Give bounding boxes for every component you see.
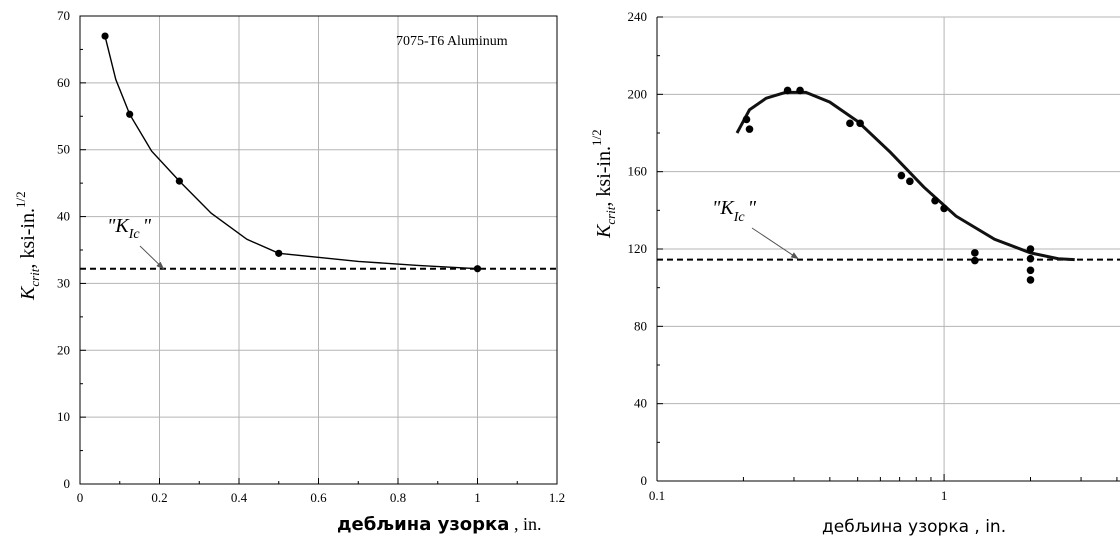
left-y-tick-label: 40 xyxy=(57,209,70,224)
right-y-tick-label: 160 xyxy=(628,164,648,179)
left-annotation: 7075-T6 Aluminum xyxy=(396,34,508,49)
chart-left-thickness-aluminum: 0 0.2 0.4 0.6 0.8 1 1.2 0 10 20 30 40 50 60 70 "KIc " 7… xyxy=(13,8,565,535)
right-data-point xyxy=(783,86,792,95)
left-y-axis-label: Kcrit, ksi-in.1/2 xyxy=(13,191,42,301)
right-x-tick-label: 0.1 xyxy=(649,488,665,503)
right-data-point xyxy=(796,86,804,95)
right-data-point xyxy=(971,249,979,257)
left-fit-curve xyxy=(104,35,478,270)
right-y-tick-label: 240 xyxy=(628,9,648,24)
left-data-point xyxy=(275,249,283,257)
left-y-tick-label: 60 xyxy=(57,75,70,90)
left-y-tick-label: 70 xyxy=(57,8,70,23)
left-x-tick-label: 0.8 xyxy=(390,490,406,505)
left-data-point xyxy=(473,265,482,273)
left-x-tick-label: 0.4 xyxy=(231,490,248,505)
left-data-point xyxy=(175,177,183,185)
chart-right-thickness-log: 0 40 80 120 160 200 240 0.1 1 "KIc " Kcrit, ksi-i… xyxy=(589,9,1120,537)
left-y-tick-label: 20 xyxy=(57,342,70,357)
right-y-tick-label: 80 xyxy=(634,318,647,333)
right-kic-label: "KIc " xyxy=(712,197,757,225)
right-data-point xyxy=(856,119,864,128)
right-y-tick-label: 120 xyxy=(628,241,648,256)
left-kic-arrow xyxy=(139,245,165,270)
right-data-point xyxy=(1026,245,1035,253)
right-data-point xyxy=(1026,254,1035,263)
right-data-point xyxy=(931,196,939,205)
right-data-point xyxy=(742,115,751,124)
right-x-tick-label: 1 xyxy=(941,488,948,503)
right-data-point xyxy=(1026,276,1035,284)
left-x-tick-label: 1 xyxy=(474,490,481,505)
right-data-point xyxy=(940,204,948,213)
right-y-axis-label: Kcrit, ksi-in.1/2 xyxy=(589,129,618,239)
right-data-point xyxy=(971,256,979,265)
right-fit-curve xyxy=(735,90,1075,262)
right-data-point xyxy=(846,119,854,128)
left-data-point xyxy=(126,110,134,118)
left-y-tick-label: 50 xyxy=(57,142,70,157)
left-x-tick-label: 0.6 xyxy=(310,490,327,505)
right-data-point xyxy=(745,125,754,133)
left-data-point xyxy=(101,32,109,40)
left-y-tick-label: 30 xyxy=(57,275,70,290)
left-x-tick-label: 1.2 xyxy=(549,490,565,505)
right-y-tick-label: 0 xyxy=(641,473,648,488)
left-x-axis-label: дебљина узорка , in. xyxy=(337,514,541,535)
right-y-tick-label: 40 xyxy=(634,396,647,411)
right-x-axis-label: дебљина узорка , in. xyxy=(822,517,1006,537)
right-data-point xyxy=(906,177,914,186)
left-x-tick-label: 0.2 xyxy=(151,490,167,505)
left-y-tick-label: 10 xyxy=(57,409,70,424)
left-x-tick-label: 0 xyxy=(77,490,84,505)
right-y-tick-label: 200 xyxy=(628,86,648,101)
left-y-tick-label: 0 xyxy=(64,476,71,491)
right-kic-arrow xyxy=(751,227,799,260)
right-data-point xyxy=(897,171,906,180)
right-data-point xyxy=(1026,266,1035,275)
left-kic-label: "KIc " xyxy=(107,215,152,242)
